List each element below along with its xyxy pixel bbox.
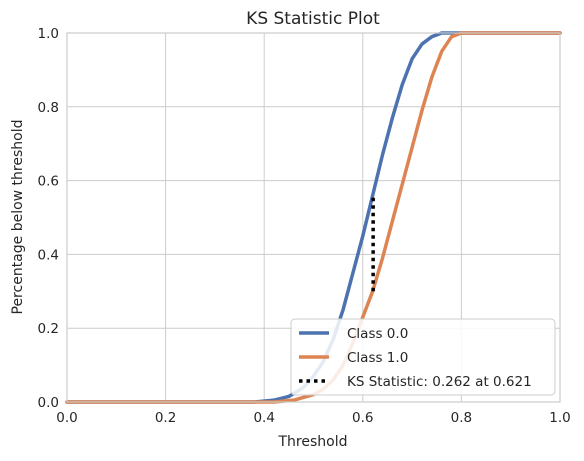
y-tick-label: 0.6 [38, 174, 59, 190]
x-tick-label: 0.2 [155, 410, 176, 426]
x-tick-label: 1.0 [549, 410, 570, 426]
legend-label-0: Class 0.0 [347, 326, 408, 342]
legend: Class 0.0 Class 1.0 KS Statistic: 0.262 at… [290, 318, 556, 396]
x-axis-label: Threshold [278, 434, 348, 450]
series-line-0 [65, 31, 562, 404]
plot-frame [66, 32, 561, 403]
legend-box [290, 318, 556, 396]
y-tick-label: 1.0 [38, 26, 59, 42]
x-tick-label: 0.8 [451, 410, 472, 426]
legend-label-1: Class 1.0 [347, 350, 408, 366]
x-tick-label: 0.0 [56, 410, 77, 426]
x-tick-labels: 0.0 0.2 0.4 0.6 0.8 1.0 [56, 410, 570, 426]
y-axis-label: Percentage below threshold [10, 120, 26, 315]
y-tick-label: 0.0 [38, 395, 59, 411]
x-tick-label: 0.6 [352, 410, 373, 426]
legend-label-2: KS Statistic: 0.262 at 0.621 [347, 374, 532, 390]
y-tick-labels: 0.0 0.2 0.4 0.6 0.8 1.0 [38, 26, 59, 411]
y-tick-label: 0.2 [38, 321, 59, 337]
chart-title: KS Statistic Plot [246, 9, 380, 29]
x-tick-label: 0.4 [253, 410, 274, 426]
y-tick-label: 0.8 [38, 100, 59, 116]
y-tick-label: 0.4 [38, 247, 59, 263]
